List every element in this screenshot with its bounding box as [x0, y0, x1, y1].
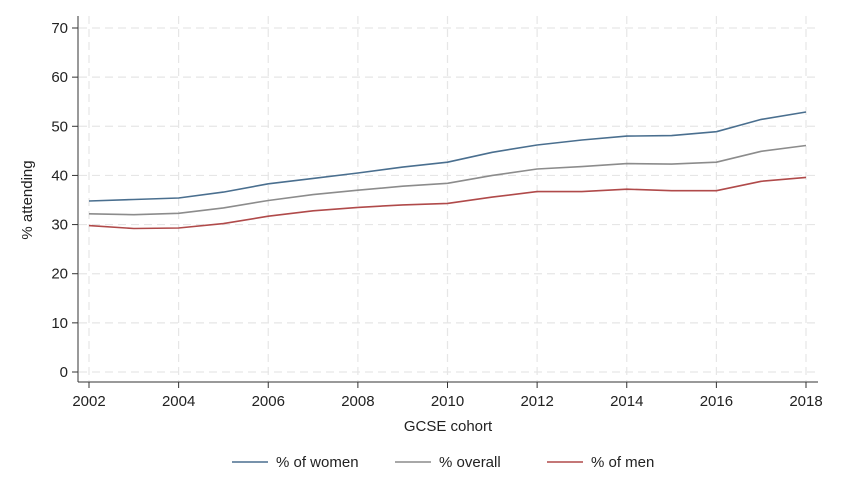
x-tick-label: 2014: [610, 393, 643, 410]
legend-item: % of women: [232, 454, 359, 471]
x-tick-label: 2016: [700, 393, 733, 410]
legend-label: % of women: [276, 454, 359, 471]
series-line-3: [88, 176, 807, 230]
y-tick-label: 50: [51, 118, 68, 135]
x-axis-title: GCSE cohort: [404, 418, 493, 435]
axes: 0 10 20 30 40 50 60 70 2002 2004 2006 2008 2010 2012 2…: [51, 16, 823, 410]
x-tick-label: 2004: [162, 393, 195, 410]
y-tick-label: 10: [51, 315, 68, 332]
x-tick-label: 2010: [431, 393, 464, 410]
x-tick-label: 2018: [789, 393, 822, 410]
y-axis-title: % attending: [19, 160, 36, 239]
y-tick-label: 40: [51, 167, 68, 184]
x-tick-label: 2012: [520, 393, 553, 410]
x-tick-label: 2002: [72, 393, 105, 410]
y-tick-label: 0: [60, 364, 68, 381]
series-line-1: [88, 111, 807, 202]
y-tick-label: 60: [51, 69, 68, 86]
series-lines: [88, 111, 807, 230]
y-tick-label: 20: [51, 266, 68, 283]
series-line-2: [88, 144, 807, 216]
legend-item: % of men: [547, 454, 654, 471]
legend-item: % overall: [395, 454, 501, 471]
y-tick-label: 30: [51, 217, 68, 234]
grid: [79, 16, 818, 381]
legend-label: % overall: [439, 454, 501, 471]
y-tick-label: 70: [51, 20, 68, 37]
legend: % of women % overall % of men: [232, 454, 654, 471]
x-tick-label: 2008: [341, 393, 374, 410]
legend-label: % of men: [591, 454, 654, 471]
x-tick-label: 2006: [252, 393, 285, 410]
